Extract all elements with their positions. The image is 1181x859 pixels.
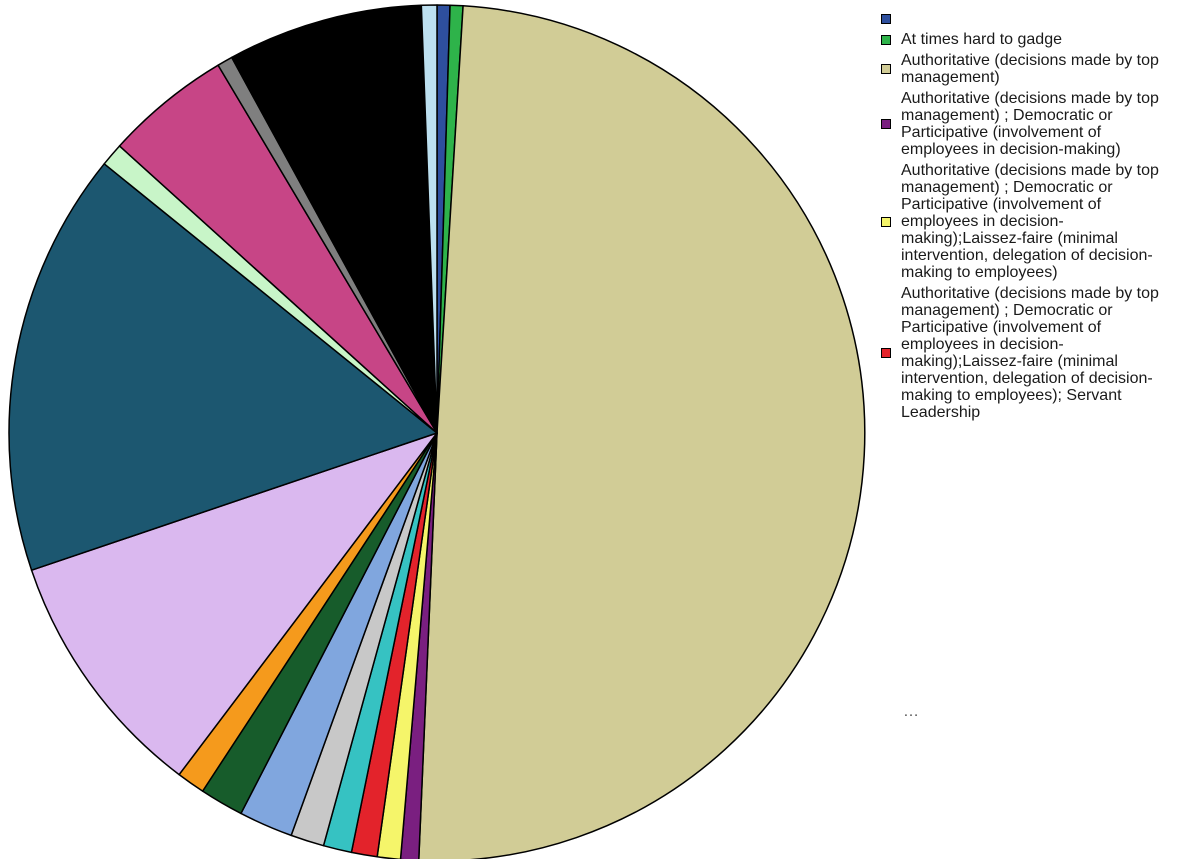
- pie-slice-17: [420, 4, 438, 434]
- legend-swatch-3: [881, 119, 891, 129]
- pie-slice-2: [418, 5, 866, 859]
- pie-chart: [8, 4, 866, 859]
- legend-item-4: Authoritative (decisions made by top man…: [881, 162, 1179, 281]
- legend-item-1: At times hard to gadge: [881, 31, 1179, 48]
- legend-label-1: At times hard to gadge: [901, 31, 1062, 48]
- legend-item-5: Authoritative (decisions made by top man…: [881, 285, 1179, 421]
- legend-swatch-0: [881, 13, 891, 24]
- pie-slice-11: [30, 432, 438, 776]
- legend: At times hard to gadge Authoritative (dec…: [881, 10, 1179, 425]
- legend-swatch-5: [881, 348, 891, 358]
- pie-slice-12: [8, 163, 438, 571]
- legend-label-4: Authoritative (decisions made by top man…: [901, 162, 1159, 281]
- pie-slice-16: [230, 4, 438, 434]
- legend-label-5: Authoritative (decisions made by top man…: [901, 285, 1159, 421]
- legend-swatch-2: [881, 64, 891, 74]
- legend-item-2: Authoritative (decisions made by top man…: [881, 52, 1179, 86]
- legend-item-3: Authoritative (decisions made by top man…: [881, 90, 1179, 158]
- legend-swatch-4: [881, 216, 891, 227]
- legend-label-2: Authoritative (decisions made by top man…: [901, 52, 1159, 86]
- legend-swatch-1: [881, 34, 891, 45]
- legend-label-3: Authoritative (decisions made by top man…: [901, 90, 1159, 158]
- legend-item-0: [881, 10, 1179, 27]
- legend-more-indicator: …: [903, 703, 919, 720]
